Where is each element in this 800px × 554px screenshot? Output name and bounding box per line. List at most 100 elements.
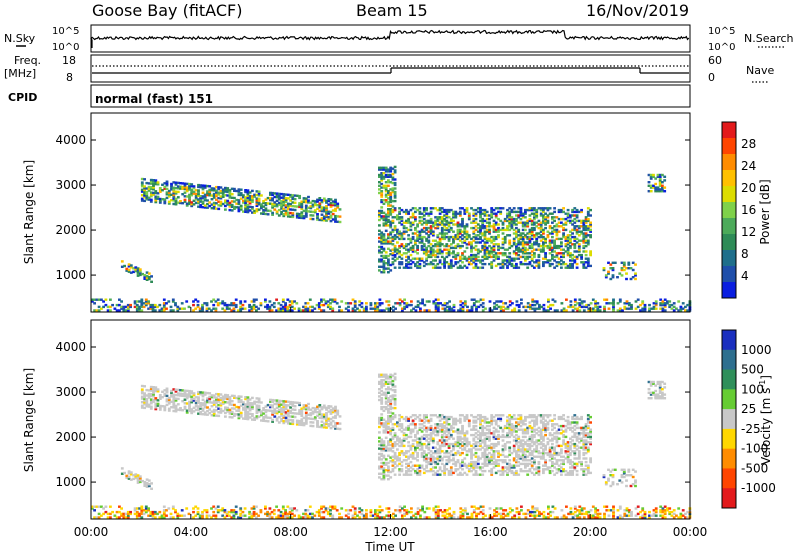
power-cell-2439 [508,228,512,232]
power-cell-1553 [389,170,393,173]
power-cell-2612 [530,264,534,268]
power-cell-1088 [266,213,270,216]
power-cell-2496 [515,226,518,230]
velocity-cell-756 [165,398,169,401]
power-cell-2714 [542,230,545,233]
power-cell-965 [228,203,232,206]
power-cell-1715 [411,261,415,264]
power-cell-290 [347,305,350,309]
velocity-cell-818 [185,402,189,405]
velocity-cell-1760 [416,415,419,419]
power-cell-2690 [539,234,543,237]
velocity-cell-1567 [391,435,395,439]
power-cell-1980 [445,223,449,226]
velocity-cell-1058 [255,408,259,411]
power-cell-193 [266,307,269,310]
power-cell-615 [641,309,645,312]
power-cell-1915 [438,252,442,255]
power-cell-1353 [138,270,142,273]
power-cell-458 [497,305,501,309]
velocity-cell-1114 [275,417,279,420]
velocity-cell-1524 [387,375,390,378]
power-cell-1207 [300,205,304,209]
power-cell-1583 [393,266,397,269]
velocity-cell-849 [194,405,198,408]
velocity-cell-338 [387,507,391,510]
velocity-cell-1143 [282,409,286,412]
power-cell-750 [163,198,167,201]
power-cell-2296 [488,232,491,235]
power-cell-2286 [485,214,489,217]
power-cell-2599 [528,244,532,248]
power-cell-1436 [382,254,386,258]
velocity-cell-0 [91,507,94,510]
velocity-cell-157 [232,510,236,514]
power-cell-685 [143,199,146,203]
power-cell-1856 [429,225,433,228]
velocity-cell-1776 [418,417,422,421]
velocity-cell-353 [403,509,406,512]
power-cell-1594 [393,228,397,232]
power-cell-2461 [510,216,514,219]
velocity-cell-389 [436,514,440,517]
velocity-cell-1370 [378,467,381,470]
power-cell-145 [223,303,227,307]
power-cell-1128 [277,192,281,196]
power-cell-2371 [497,223,500,226]
power-cell-979 [233,207,236,210]
power-cell-2337 [492,225,496,228]
velocity-cell-533 [571,512,575,516]
velocity-cell-1473 [384,424,388,427]
power-cell-2406 [503,241,507,244]
velocity-cell-934 [219,411,223,414]
velocity-cell-1469 [384,431,388,434]
power-cell-1610 [393,169,397,172]
power-cell-1763 [418,262,422,266]
velocity-cell-1230 [307,406,310,409]
power-cell-2175 [472,214,476,217]
velocity-cell-715 [149,387,153,390]
power-cell-852 [194,192,198,196]
power-cell-2767 [548,212,552,215]
power-cell-1425 [380,172,384,175]
power-cell-1705 [409,246,413,250]
velocity-cell-465 [502,512,505,516]
power-cell-1001 [239,204,243,208]
power-cell-553 [585,303,588,307]
power-cell-1168 [289,211,292,215]
velocity-cell-174 [248,510,251,514]
power-cell-1989 [447,264,451,268]
velocity-cell-741 [158,404,162,408]
power-cell-1333 [125,267,129,271]
velocity-cell-1165 [286,404,290,407]
power-cell-862 [197,185,200,189]
velocity-cell-729 [154,398,158,402]
velocity-cell-1677 [405,437,408,440]
power-cell-1686 [407,261,410,264]
velocity-cell-1407 [380,438,384,441]
velocity-cell-1676 [405,450,408,453]
velocity-cell-10 [100,514,103,517]
power-cell-137 [216,303,220,307]
velocity-cell-417 [459,507,463,510]
power-cell-438 [475,300,478,303]
velocity-cell-233 [290,507,294,510]
velocity-cell-1035 [248,412,252,416]
power-cell-1068 [257,194,261,197]
power-cell-1388 [378,181,381,184]
velocity-cell-679 [140,397,144,400]
power-cell-234 [293,307,296,310]
power-cell-1299 [329,214,333,217]
power-cell-291 [347,302,350,305]
power-cell-100 [176,309,180,312]
power-cell-2077 [458,235,462,239]
velocity-cell-481 [517,510,521,514]
velocity-cell-62 [144,510,148,514]
power-cell-1012 [244,208,247,212]
power-cell-2652 [535,264,539,268]
power-cell-2390 [501,252,505,255]
power-cell-156 [232,307,236,310]
power-cell-1304 [329,198,333,201]
power-cell-1566 [391,230,395,233]
power-cell-924 [215,189,218,192]
